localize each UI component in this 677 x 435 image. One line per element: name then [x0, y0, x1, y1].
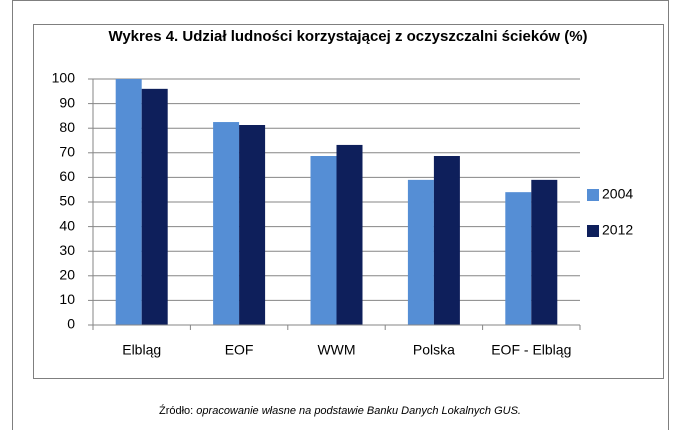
bar — [336, 144, 363, 325]
source-text: opracowanie własne na podstawie Banku Da… — [196, 405, 521, 417]
bar — [407, 179, 434, 325]
y-tick-label: 10 — [59, 291, 75, 307]
bar — [115, 79, 142, 325]
legend-label: 2004 — [602, 186, 633, 202]
x-tick-label: WWM — [317, 342, 355, 358]
bar — [433, 155, 460, 325]
y-tick-label: 90 — [59, 94, 75, 110]
bar — [141, 88, 168, 325]
y-tick-label: 80 — [59, 119, 75, 135]
bar — [213, 122, 240, 325]
y-tick-label: 100 — [52, 70, 76, 86]
x-tick-label: EOF — [225, 342, 254, 358]
bar — [505, 192, 532, 325]
bar — [239, 125, 266, 325]
x-tick-label: Polska — [413, 342, 455, 358]
y-tick-label: 50 — [59, 193, 75, 209]
x-tick-label: EOF - Elbląg — [491, 342, 571, 358]
chart-title: Wykres 4. Udział ludności korzystającej … — [108, 28, 587, 45]
source-note: Źródło: opracowanie własne na podstawie … — [159, 404, 521, 417]
legend-swatch — [587, 225, 599, 237]
y-tick-label: 40 — [59, 217, 75, 233]
source-label: Źródło: — [159, 404, 193, 417]
y-tick-label: 60 — [59, 168, 75, 184]
legend-swatch — [587, 189, 599, 201]
y-tick-label: 70 — [59, 144, 75, 160]
legend-label: 2012 — [602, 222, 633, 238]
y-tick-label: 30 — [59, 242, 75, 258]
y-tick-label: 20 — [59, 267, 75, 283]
bar — [531, 179, 558, 325]
bar — [310, 155, 337, 325]
y-tick-label: 0 — [67, 316, 75, 332]
x-tick-label: Elbląg — [122, 342, 161, 358]
